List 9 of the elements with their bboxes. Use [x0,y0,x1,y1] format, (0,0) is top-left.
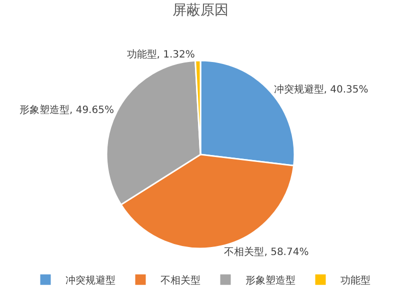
legend-label: 冲突规避型 [66,274,116,287]
legend-label: 功能型 [340,274,370,287]
data-label: 冲突规避型, 40.35% [274,83,368,96]
chart-title: 屏蔽原因 [172,2,228,18]
data-label: 形象塑造型, 49.65% [19,104,114,116]
legend-label: 形象塑造型 [246,274,296,287]
data-label: 功能型, 1.32% [126,48,195,61]
legend-label: 不相关型 [160,274,200,287]
data-label: 不相关型, 58.74% [224,246,309,258]
